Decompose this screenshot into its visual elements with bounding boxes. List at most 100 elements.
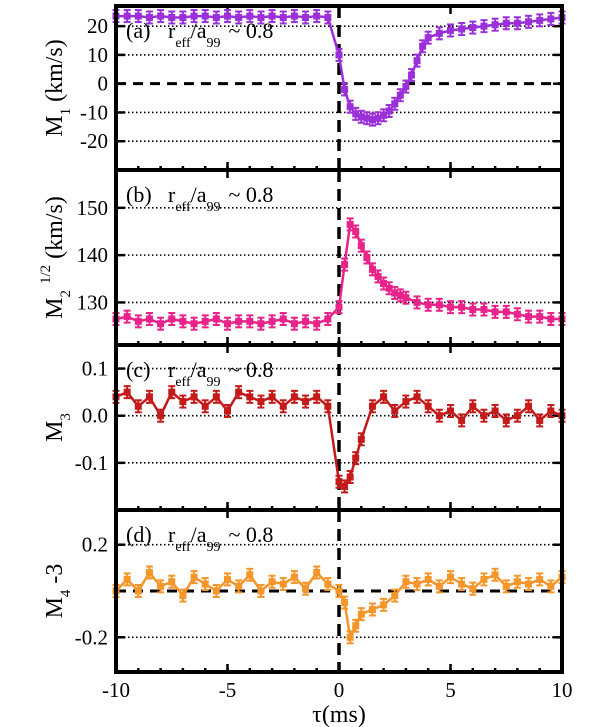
marker (447, 407, 454, 415)
y-tick-label: 0.0 (82, 404, 108, 428)
data-point (179, 10, 187, 25)
data-point (257, 10, 265, 25)
marker (424, 34, 432, 42)
data-point (224, 9, 231, 24)
panel-a: -20 -10 0 10 20 (a) reff/a99 ~ 0.8 M1 (km/s) (42, 4, 566, 172)
data-point (435, 408, 443, 423)
data-point (391, 285, 399, 300)
marker (168, 315, 176, 323)
marker (235, 388, 243, 396)
data-point (190, 570, 198, 585)
marker (145, 315, 153, 323)
data-point (268, 389, 276, 404)
marker (268, 317, 276, 325)
data-point (502, 579, 510, 594)
marker (547, 15, 555, 23)
x-axis: -10 -5 0 5 10 (102, 678, 573, 702)
data-point (168, 10, 176, 25)
marker (157, 12, 165, 20)
data-point (335, 47, 343, 62)
data-point (212, 10, 220, 25)
ratio-a-sub: 99 (207, 200, 221, 215)
y-tick-label: 10 (87, 43, 108, 67)
marker (346, 473, 354, 481)
data-point (145, 311, 153, 326)
marker (179, 398, 187, 406)
data-point (168, 574, 176, 589)
marker (480, 412, 488, 420)
data-point (246, 314, 254, 329)
marker (168, 14, 176, 22)
data-point (257, 584, 265, 598)
marker (469, 306, 477, 314)
marker (145, 393, 153, 401)
data-point (357, 607, 365, 622)
marker (313, 320, 321, 328)
marker (224, 320, 231, 328)
y-tick-label: 0 (98, 72, 109, 96)
data-point (268, 9, 276, 24)
data-point (168, 385, 176, 400)
data-point (413, 577, 421, 592)
data-point (324, 399, 332, 414)
marker (413, 57, 421, 65)
marker (402, 578, 410, 586)
marker (341, 599, 349, 607)
marker (290, 12, 298, 20)
data-point (179, 314, 187, 329)
marker (380, 601, 388, 609)
panel-tag: (c) (126, 357, 150, 382)
marker (435, 301, 443, 309)
y-tick-label: -0.1 (75, 451, 108, 475)
ratio-r: r (168, 522, 176, 547)
ratio-r: r (168, 357, 176, 382)
data-point (525, 577, 533, 592)
x-tick-label: 0 (334, 678, 345, 702)
data-point (290, 570, 298, 585)
ylabel-rest: (km/s) (42, 39, 68, 108)
panel-frame (114, 508, 564, 674)
data-point (413, 389, 421, 404)
marker (458, 416, 466, 424)
data-point (235, 579, 243, 594)
marker (502, 308, 510, 316)
marker (335, 51, 343, 59)
marker (168, 388, 176, 396)
ylabel-main: M (42, 421, 68, 442)
marker (458, 580, 466, 588)
data-point (201, 314, 209, 329)
data-point (469, 581, 477, 596)
marker (391, 100, 399, 108)
marker (134, 12, 142, 20)
marker (190, 573, 198, 581)
marker (123, 313, 131, 321)
marker (491, 407, 499, 415)
marker (179, 317, 187, 325)
marker (313, 12, 321, 20)
data-point (513, 307, 521, 322)
marker (324, 14, 332, 22)
marker (246, 317, 254, 325)
ylabel-sub: 2 (58, 290, 74, 298)
marker (157, 412, 165, 420)
marker (502, 416, 510, 424)
marker (447, 303, 454, 311)
data-point (201, 399, 209, 414)
data-point (224, 404, 231, 418)
data-point (123, 309, 131, 324)
marker (302, 398, 310, 406)
data-point (123, 385, 131, 400)
data-point (424, 572, 432, 587)
marker (536, 16, 544, 24)
marker (402, 398, 410, 406)
data-point (246, 389, 254, 404)
data-point (190, 9, 198, 24)
ratio-r: r (168, 182, 176, 207)
ratio-value: ~ 0.8 (229, 357, 274, 382)
marker (547, 315, 555, 323)
marker (168, 578, 176, 586)
marker (145, 14, 153, 22)
data-point (525, 14, 533, 29)
marker (424, 575, 432, 583)
ratio-r-sub: eff (175, 540, 191, 555)
